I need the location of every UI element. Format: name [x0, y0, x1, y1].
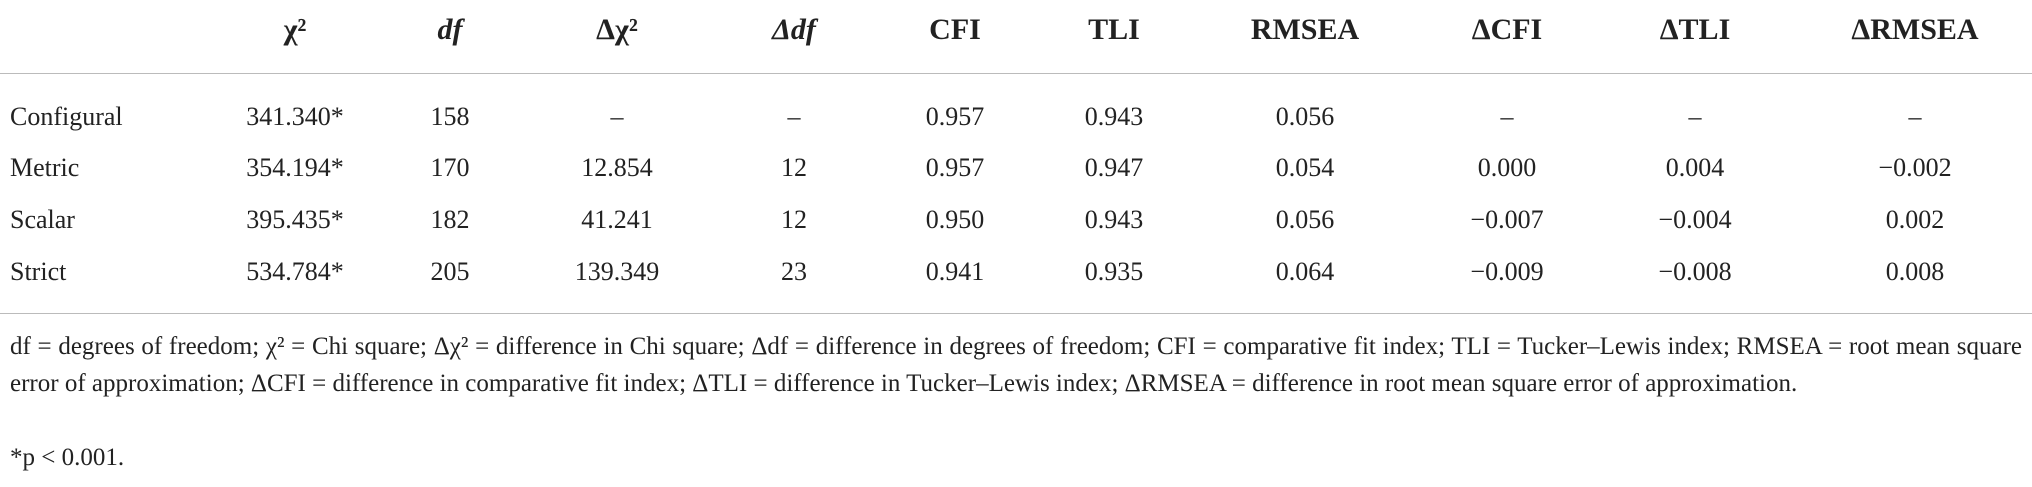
table-cell: 0.056 — [1275, 205, 1335, 234]
table-cell: 182 — [430, 205, 470, 234]
table-cell: 0.943 — [1084, 102, 1144, 131]
table-cell: −0.002 — [1878, 153, 1952, 182]
table-cell: 205 — [430, 257, 470, 286]
table-cell: 341.340* — [246, 102, 344, 131]
table-cell: – — [1908, 102, 1922, 131]
table-cell: 0.957 — [925, 102, 985, 131]
row-label: Strict — [10, 257, 67, 286]
table-cell: −0.007 — [1470, 205, 1544, 234]
table-cell: – — [610, 102, 624, 131]
table-cell: 0.008 — [1885, 257, 1945, 286]
header-rule — [0, 73, 2032, 74]
column-header: RMSEA — [1250, 13, 1360, 46]
table-cell: 0.004 — [1665, 153, 1725, 182]
table-cell: 139.349 — [574, 257, 660, 286]
table-bottom-rule — [0, 313, 2032, 314]
table-cell: −0.004 — [1658, 205, 1732, 234]
table-cell: 170 — [430, 153, 470, 182]
table-cell: 0.947 — [1084, 153, 1144, 182]
table-cell: 354.194* — [246, 153, 344, 182]
row-label: Scalar — [10, 205, 75, 234]
table-cell: 12 — [781, 153, 807, 182]
column-header: χ² — [283, 13, 307, 46]
table-cell: −0.008 — [1658, 257, 1732, 286]
footnote-definitions: df = degrees of freedom; χ² = Chi square… — [10, 333, 2022, 397]
column-header: df — [437, 13, 463, 46]
table-cell: 0.941 — [925, 257, 985, 286]
row-label: Configural — [10, 102, 123, 131]
table-cell: −0.009 — [1470, 257, 1544, 286]
column-header: Δdf — [772, 13, 816, 46]
table-cell: 0.957 — [925, 153, 985, 182]
table-cell: 0.002 — [1885, 205, 1945, 234]
table-cell: 534.784* — [246, 257, 344, 286]
table-cell: 23 — [781, 257, 807, 286]
table-cell: 0.056 — [1275, 102, 1335, 131]
column-header: CFI — [929, 13, 981, 46]
table-cell: 158 — [430, 102, 470, 131]
table-cell: – — [1688, 102, 1702, 131]
table-cell: 0.000 — [1477, 153, 1537, 182]
table-cell: 0.064 — [1275, 257, 1335, 286]
table-cell: 395.435* — [246, 205, 344, 234]
table-cell: 12 — [781, 205, 807, 234]
column-header: ΔRMSEA — [1851, 13, 1979, 46]
table-cell: 0.054 — [1275, 153, 1335, 182]
table-cell: 41.241 — [581, 205, 653, 234]
table-cell: 0.943 — [1084, 205, 1144, 234]
table-cell: – — [787, 102, 801, 131]
table-cell: – — [1500, 102, 1514, 131]
table-cell: 0.950 — [925, 205, 985, 234]
table-cell: 0.935 — [1084, 257, 1144, 286]
column-header: Δχ² — [596, 13, 638, 46]
table-cell: 12.854 — [581, 153, 653, 182]
column-header: TLI — [1088, 13, 1140, 46]
column-header: ΔCFI — [1471, 13, 1543, 46]
footnote-significance: *p < 0.001. — [10, 444, 125, 471]
column-header: ΔTLI — [1659, 13, 1731, 46]
row-label: Metric — [10, 153, 80, 182]
